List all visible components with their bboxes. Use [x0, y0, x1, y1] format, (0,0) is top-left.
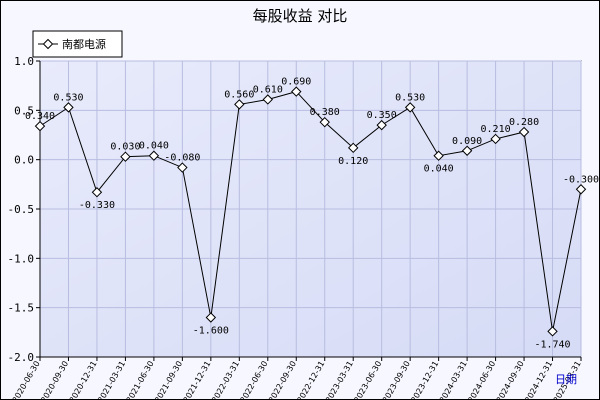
legend-diamond-marker — [42, 38, 54, 50]
x-tick-label: 2021-09-30 — [153, 360, 184, 400]
y-tick-label: 1.0 — [14, 55, 34, 68]
data-label: 0.340 — [25, 111, 55, 122]
data-point-marker — [120, 151, 131, 162]
data-label: 0.040 — [424, 164, 454, 175]
data-point-marker — [518, 126, 530, 138]
x-tick-label: 2022-12-31 — [295, 360, 326, 400]
x-tick-label: 2024-06-30 — [466, 360, 497, 400]
y-axis: 1.0 0.5 0.0 -0.5 -1.0 -1.5 -2.0 — [8, 55, 41, 364]
data-label: 0.690 — [281, 77, 311, 88]
y-tick-label: -0.5 — [8, 203, 35, 216]
data-label: 0.280 — [509, 117, 539, 128]
x-tick-label: 2023-06-30 — [352, 360, 383, 400]
x-tick-label: 2023-03-31 — [324, 360, 355, 400]
x-tick-label: 2024-03-31 — [438, 359, 469, 400]
data-label: 0.090 — [452, 136, 482, 147]
x-axis-label: 日期 — [555, 373, 577, 386]
data-label: 0.530 — [395, 92, 425, 103]
data-point-marker — [234, 99, 245, 110]
y-tick-label: -1.5 — [8, 302, 35, 315]
legend-series-name: 南都电源 — [62, 37, 106, 51]
x-axis: 2020-06-302020-09-302020-12-312021-03-31… — [11, 356, 583, 400]
x-tick-label: 2021-03-31 — [96, 360, 127, 400]
x-tick-label: 2022-09-30 — [267, 360, 298, 400]
data-label: -0.330 — [79, 200, 115, 211]
data-label: 0.380 — [310, 107, 340, 118]
data-point-marker — [575, 184, 587, 195]
legend: 南都电源 — [32, 30, 123, 58]
data-label: 0.210 — [481, 124, 511, 135]
data-label: 0.030 — [110, 142, 140, 153]
data-point-marker — [547, 326, 558, 337]
y-tick-label: -1.0 — [8, 252, 35, 265]
data-label: 0.560 — [224, 89, 254, 100]
data-point-marker — [348, 142, 359, 154]
data-point-marker — [319, 116, 330, 128]
data-label: -0.300 — [563, 174, 599, 185]
x-tick-label: 2020-09-30 — [39, 360, 70, 400]
y-tick-label: 0.0 — [14, 154, 34, 167]
series-line: 0.3400.530-0.3300.0300.040-0.080-1.6000.… — [25, 77, 599, 351]
data-label: -1.740 — [534, 339, 570, 350]
data-point-marker — [177, 162, 188, 173]
x-tick-label: 2024-09-30 — [495, 360, 526, 400]
x-tick-label: 2021-06-30 — [125, 360, 156, 400]
data-label: 0.610 — [253, 84, 283, 95]
data-point-marker — [404, 102, 416, 113]
x-tick-label: 2021-12-31 — [182, 360, 213, 400]
x-tick-label: 2022-03-31 — [210, 360, 241, 400]
data-label: 0.350 — [367, 110, 397, 121]
chart-title: 每股收益 对比 — [253, 7, 348, 25]
data-point-marker — [63, 102, 74, 113]
x-tick-label: 2023-12-31 — [409, 360, 440, 400]
x-tick-label: 2020-12-31 — [68, 360, 99, 400]
data-point-marker — [433, 150, 444, 161]
x-tick-label: 2023-09-30 — [381, 360, 412, 400]
y-tick-label: -2.0 — [8, 351, 35, 364]
x-tick-label: 2024-12-31 — [523, 360, 554, 400]
data-point-marker — [461, 145, 473, 156]
data-point-marker — [91, 187, 103, 198]
data-label: 0.530 — [53, 92, 83, 103]
data-point-marker — [148, 150, 160, 161]
data-label: 0.040 — [139, 141, 169, 152]
data-point-marker — [205, 312, 217, 323]
data-point-marker — [262, 94, 273, 105]
x-tick-label: 2022-06-30 — [238, 360, 269, 400]
y-tick-label: 0.5 — [14, 104, 34, 117]
data-point-marker — [291, 86, 302, 97]
data-label: -1.600 — [193, 326, 229, 337]
x-tick-label: 2020-06-30 — [11, 360, 42, 400]
data-label: 0.120 — [338, 156, 368, 167]
data-point-marker — [34, 120, 46, 132]
data-label: -0.080 — [164, 153, 200, 164]
data-point-marker — [490, 133, 501, 145]
data-point-marker — [376, 119, 387, 131]
